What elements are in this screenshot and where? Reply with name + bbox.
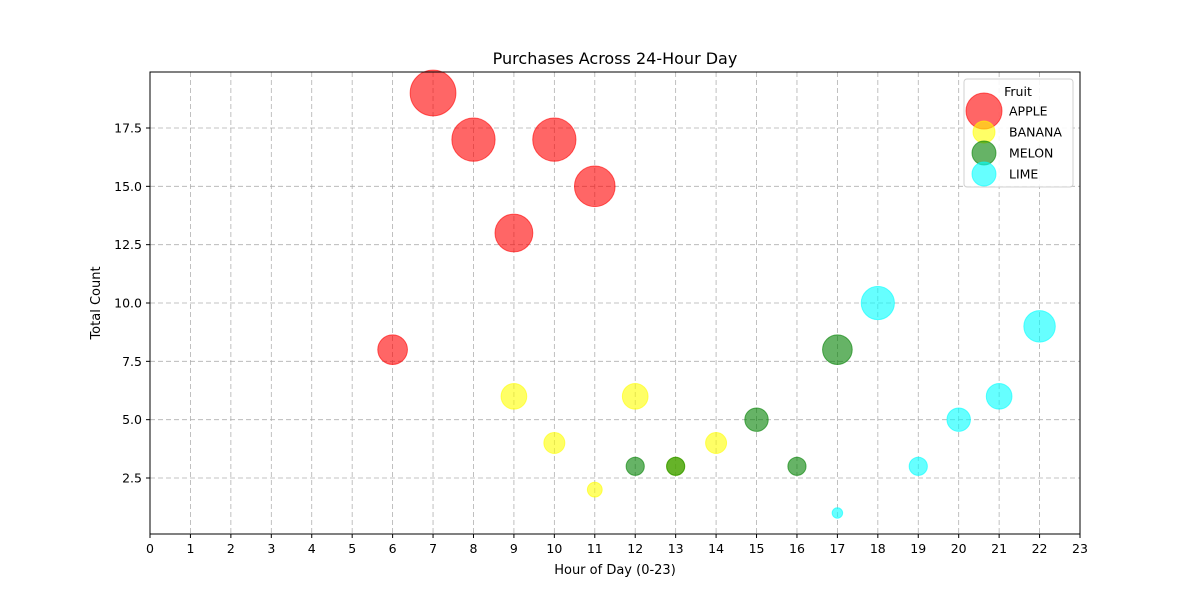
point-melon [822,334,853,365]
legend-marker-lime [971,161,997,187]
point-apple [409,69,457,117]
y-tick-label: 12.5 [114,237,142,252]
legend-label-lime: LIME [1009,167,1038,182]
point-banana [621,382,649,410]
point-melon [666,456,686,476]
x-tick-label: 9 [510,541,518,556]
point-lime [908,456,928,476]
legend-marker-banana [972,120,996,144]
x-tick-label: 2 [227,541,235,556]
point-lime [985,382,1013,410]
point-apple [494,213,534,253]
x-axis-label: Hour of Day (0-23) [554,563,676,578]
x-tick-label: 8 [470,541,478,556]
x-tick-label: 20 [951,541,967,556]
legend-label-apple: APPLE [1009,104,1048,119]
y-tick-label: 15.0 [114,179,142,194]
grid-layer [149,72,1081,534]
axis-ticks: 0 1 2 3 4 5 6 7 8 9 10 11 12 13 14 15 16 17 18 19 20 21 22 232.… [114,121,1088,557]
point-lime [946,407,971,432]
x-tick-label: 19 [910,541,926,556]
point-apple [573,165,616,208]
point-apple [451,117,496,162]
point-apple [377,334,408,365]
x-tick-label: 18 [870,541,886,556]
x-tick-label: 7 [429,541,437,556]
point-banana [543,432,566,454]
point-apple [532,117,577,162]
legend: Fruit APPLE BANANA MELON LIME [963,78,1074,188]
x-tick-label: 21 [991,541,1007,556]
point-melon [625,456,645,476]
y-axis-label: Total Count [89,266,104,340]
x-tick-label: 17 [829,541,845,556]
point-banana [586,481,603,498]
legend-label-melon: MELON [1009,146,1053,161]
x-tick-label: 13 [668,541,684,556]
x-tick-label: 10 [546,541,562,556]
x-tick-label: 15 [749,541,765,556]
x-tick-label: 16 [789,541,805,556]
x-tick-label: 1 [186,541,194,556]
x-tick-label: 3 [267,541,275,556]
x-tick-label: 0 [146,541,154,556]
y-tick-label: 5.0 [122,412,142,427]
y-tick-label: 10.0 [114,296,142,311]
y-tick-label: 17.5 [114,121,142,136]
point-lime [831,507,844,519]
legend-label-banana: BANANA [1009,125,1062,140]
x-tick-label: 22 [1032,541,1048,556]
point-melon [787,456,807,476]
legend-marker-melon [971,140,997,166]
x-tick-label: 5 [348,541,356,556]
point-lime [1023,310,1056,343]
data-points [377,69,1056,519]
x-tick-label: 12 [627,541,643,556]
y-tick-label: 2.5 [122,471,142,486]
point-banana [500,382,528,410]
point-melon [744,407,769,432]
point-lime [860,285,895,321]
x-tick-label: 6 [389,541,397,556]
chart-title: Purchases Across 24-Hour Day [493,49,738,68]
x-tick-label: 11 [587,541,603,556]
point-banana [705,432,728,454]
legend-title: Fruit [1004,84,1032,99]
x-tick-label: 23 [1072,541,1088,556]
x-tick-label: 4 [308,541,316,556]
x-tick-label: 14 [708,541,724,556]
y-tick-label: 7.5 [122,354,142,369]
